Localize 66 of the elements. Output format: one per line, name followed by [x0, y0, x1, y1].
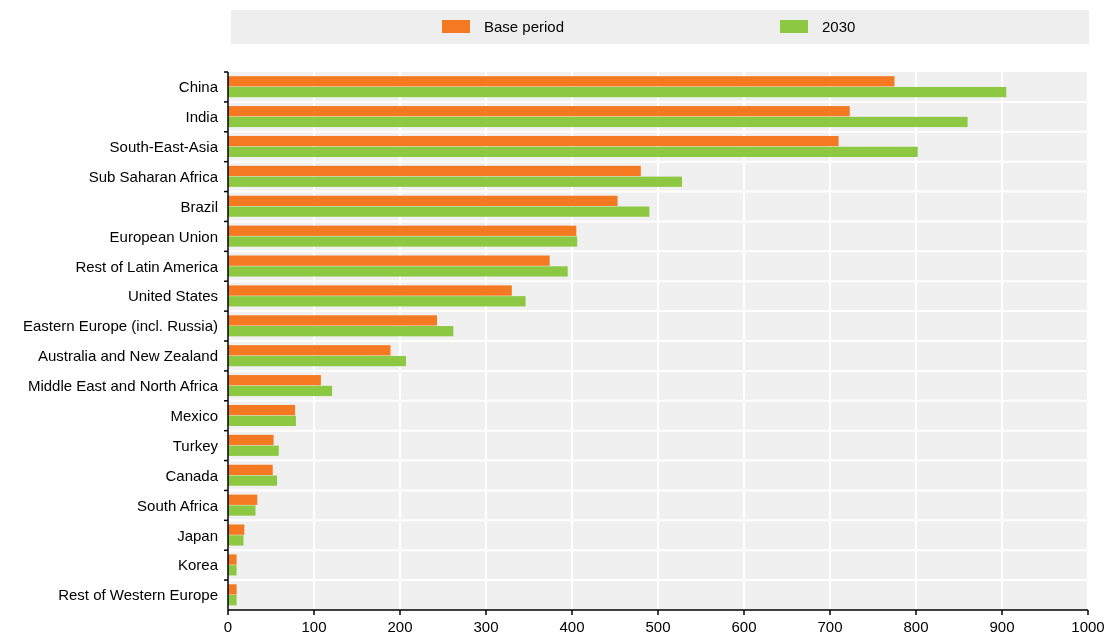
- x-tick-label: 300: [473, 618, 499, 635]
- y-tick-label: South Africa: [137, 496, 219, 514]
- x-tick-label: 100: [301, 618, 327, 635]
- bar: [228, 116, 968, 128]
- x-tick-label: 500: [645, 618, 671, 635]
- x-tick-label: 0: [223, 618, 233, 635]
- y-tick-label: Eastern Europe (incl. Russia): [22, 317, 218, 335]
- y-tick-label: Turkey: [172, 436, 219, 454]
- bar: [228, 595, 237, 606]
- y-tick-label: South-East-Asia: [109, 137, 219, 155]
- x-tick-label: 400: [559, 618, 585, 635]
- bar: [228, 505, 256, 516]
- bar: [228, 76, 895, 87]
- legend-label: Base period: [484, 18, 565, 36]
- bar: [228, 464, 273, 475]
- y-tick-label: Japan: [177, 526, 218, 544]
- bar: [228, 285, 512, 296]
- y-tick-label: Canada: [165, 466, 219, 484]
- bar: [228, 106, 850, 117]
- bar: [228, 434, 274, 446]
- bar: [228, 195, 618, 206]
- bar: [228, 236, 578, 247]
- bar: [228, 86, 1007, 98]
- y-tick-label: India: [185, 108, 219, 126]
- bar: [228, 584, 237, 595]
- y-tick-label: Rest of Latin America: [75, 257, 219, 275]
- y-tick-label: Middle East and North Africa: [27, 377, 219, 395]
- bar: [228, 266, 568, 277]
- bar: [228, 255, 550, 266]
- bar: [228, 135, 839, 147]
- bar: [228, 206, 650, 217]
- x-tick-label: 800: [903, 618, 929, 635]
- y-tick-label: Mexico: [170, 406, 218, 424]
- bar: [228, 445, 279, 456]
- legend-label: 2030: [822, 18, 856, 36]
- bar: [228, 494, 258, 505]
- bar: [228, 296, 526, 307]
- bar: [228, 385, 333, 397]
- bar: [228, 345, 391, 356]
- y-tick-label: Sub Saharan Africa: [88, 167, 219, 185]
- bar: [228, 415, 296, 426]
- y-tick-label: European Union: [109, 227, 218, 245]
- bar: [228, 475, 278, 486]
- x-tick-label: 900: [989, 618, 1015, 635]
- bar: [228, 176, 683, 187]
- y-tick-label: Brazil: [180, 197, 218, 215]
- y-tick-label: Rest of Western Europe: [58, 586, 218, 604]
- y-tick-label: Korea: [177, 556, 219, 574]
- bar: [228, 165, 641, 177]
- y-tick-label: United States: [127, 287, 218, 305]
- x-tick-label: 1000: [1071, 618, 1105, 635]
- bar: [228, 355, 407, 367]
- bar: [228, 315, 437, 326]
- bar: [228, 146, 918, 157]
- bar: [228, 404, 296, 416]
- x-tick-label: 600: [731, 618, 757, 635]
- bar: [228, 326, 454, 337]
- bar: [228, 565, 237, 576]
- x-tick-label: 700: [817, 618, 843, 635]
- y-tick-label: Australia and New Zealand: [37, 347, 218, 365]
- bar: [228, 554, 237, 565]
- bar: [228, 535, 244, 546]
- x-tick-label: 200: [387, 618, 413, 635]
- bar: [228, 375, 321, 386]
- y-tick-label: China: [178, 78, 219, 96]
- bar: [228, 225, 577, 236]
